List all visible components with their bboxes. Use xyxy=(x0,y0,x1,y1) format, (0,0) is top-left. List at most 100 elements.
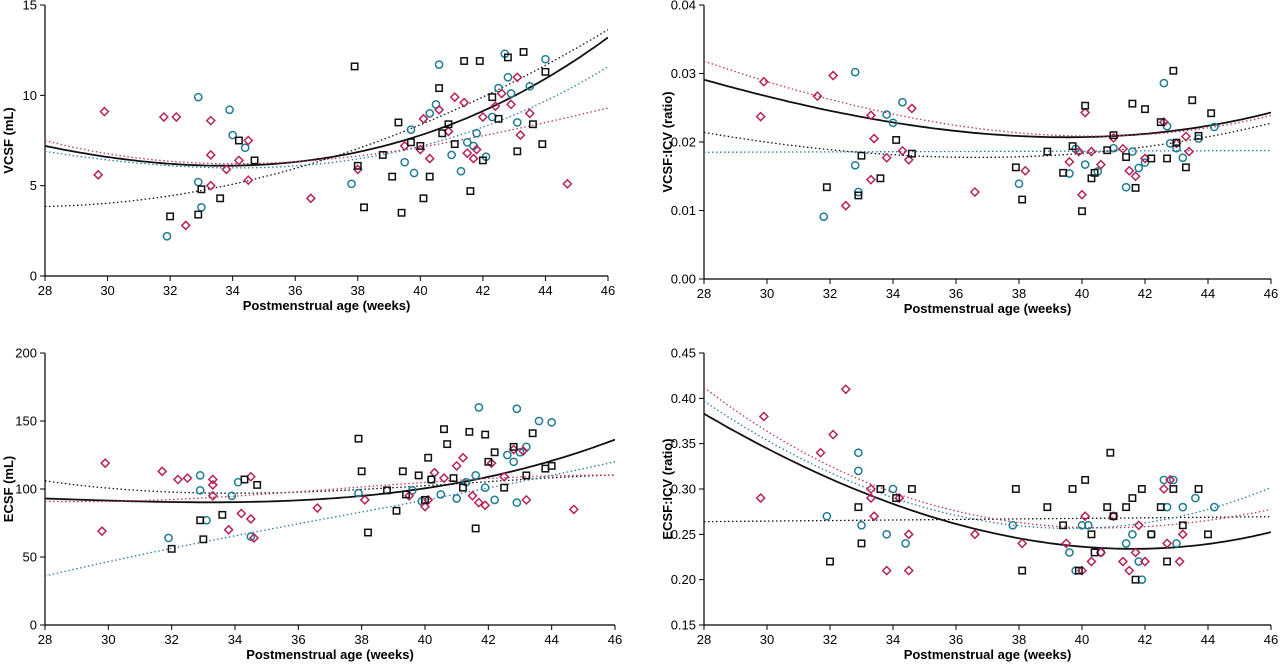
x-tick-label: 40 xyxy=(418,632,432,647)
point-diamond xyxy=(869,511,880,522)
point-square xyxy=(194,210,203,219)
point-square xyxy=(1109,512,1118,521)
point-diamond xyxy=(1139,556,1151,567)
point-square xyxy=(450,140,459,149)
point-square xyxy=(1169,66,1178,75)
point-diamond xyxy=(1130,171,1141,182)
point-square xyxy=(1178,521,1187,530)
point-square xyxy=(449,474,458,483)
x-tick-label: 32 xyxy=(823,632,837,647)
x-tick-label: 30 xyxy=(760,632,774,647)
point-square xyxy=(547,461,556,470)
point-circle xyxy=(1083,520,1093,530)
point-circle xyxy=(452,494,462,503)
point-circle xyxy=(225,105,234,115)
point-square xyxy=(250,156,259,165)
point-square xyxy=(1163,557,1171,566)
panel-vcsf: 28 30 32 34 36 38 40 42 44 46 0 5 10 15 Postmenstrual … xyxy=(1,0,615,313)
fit-curves xyxy=(45,29,608,208)
point-square xyxy=(522,471,531,480)
point-diamond xyxy=(438,473,450,484)
point-circle xyxy=(1140,158,1150,167)
point-circle xyxy=(1077,520,1087,530)
point-diamond xyxy=(305,193,316,204)
point-circle xyxy=(822,511,832,521)
fit-line-dotted xyxy=(45,461,615,577)
x-tick-label: 40 xyxy=(413,283,427,298)
y-tick-label: 0.15 xyxy=(671,618,696,633)
point-diamond xyxy=(521,494,532,505)
point-square xyxy=(1090,548,1099,557)
x-tick-label: 42 xyxy=(481,632,495,647)
point-diamond xyxy=(1184,146,1195,157)
series-circle xyxy=(822,448,1219,585)
x-tick-label: 44 xyxy=(1201,632,1215,647)
point-square xyxy=(1018,195,1027,204)
point-diamond xyxy=(248,532,260,544)
fit-line-dotted xyxy=(45,66,608,169)
point-square xyxy=(1207,109,1216,118)
point-circle xyxy=(819,212,829,222)
point-diamond xyxy=(1061,538,1072,549)
point-square xyxy=(1147,154,1156,163)
point-square xyxy=(1059,521,1068,530)
point-square xyxy=(234,136,243,145)
point-diamond xyxy=(480,500,491,511)
point-square xyxy=(402,490,410,499)
fit-line-dotted xyxy=(704,149,1271,153)
y-axis-title: VCSF:ICV (ratio) xyxy=(660,91,675,192)
point-diamond xyxy=(1064,156,1075,167)
point-diamond xyxy=(562,178,573,189)
series-square xyxy=(822,66,1216,216)
point-square xyxy=(398,467,407,476)
point-square xyxy=(1128,494,1137,503)
point-square xyxy=(1081,475,1090,484)
point-circle xyxy=(425,109,435,118)
point-square xyxy=(1074,566,1083,575)
point-square xyxy=(490,448,499,457)
point-square xyxy=(421,495,429,504)
fit-line-dotted xyxy=(704,60,1271,137)
point-diamond xyxy=(969,529,980,540)
point-diamond xyxy=(245,471,256,482)
point-diamond xyxy=(755,111,766,122)
point-square xyxy=(1122,503,1131,512)
point-diamond xyxy=(457,452,469,463)
point-circle xyxy=(228,130,238,140)
point-diamond xyxy=(1020,165,1031,176)
fit-line-dotted xyxy=(704,386,1271,529)
point-circle xyxy=(1169,475,1178,485)
point-square xyxy=(481,430,490,439)
point-circle xyxy=(472,128,481,138)
point-square xyxy=(397,208,406,217)
point-diamond xyxy=(881,152,892,163)
x-tick-label: 42 xyxy=(1138,632,1152,647)
point-diamond xyxy=(1158,483,1169,495)
point-diamond xyxy=(518,445,529,456)
point-diamond xyxy=(96,526,108,537)
point-square xyxy=(541,464,550,473)
point-circle xyxy=(1134,557,1144,566)
y-tick-label: 0.20 xyxy=(671,572,696,587)
point-square xyxy=(1103,503,1112,512)
y-tick-label: 50 xyxy=(23,550,37,565)
y-tick-label: 5 xyxy=(30,178,37,193)
point-diamond xyxy=(1124,565,1135,576)
point-diamond xyxy=(471,144,482,155)
point-diamond xyxy=(865,483,877,495)
x-tick-label: 36 xyxy=(949,286,963,301)
point-diamond xyxy=(418,113,429,124)
point-circle xyxy=(509,457,519,467)
x-tick-label: 34 xyxy=(228,632,242,647)
point-square xyxy=(907,485,916,493)
x-tick-label: 28 xyxy=(38,632,52,647)
point-diamond xyxy=(423,494,434,505)
point-square xyxy=(1087,530,1096,539)
x-tick-label: 38 xyxy=(1012,286,1026,301)
point-diamond xyxy=(245,513,256,524)
point-square xyxy=(350,62,359,71)
point-diamond xyxy=(903,154,914,165)
point-diamond xyxy=(359,494,370,505)
y-tick-label: 0.45 xyxy=(671,346,696,361)
y-tick-label: 100 xyxy=(15,482,37,497)
